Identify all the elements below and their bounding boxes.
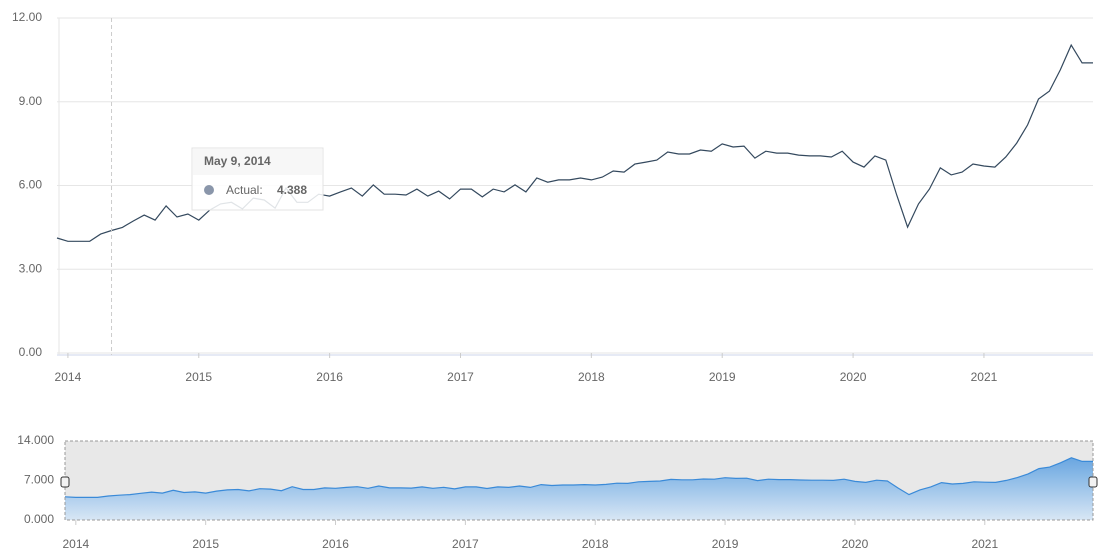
- x-tick-label: 2015: [192, 537, 219, 551]
- x-tick-label: 2019: [709, 370, 736, 384]
- x-tick-label: 2018: [582, 537, 609, 551]
- x-tick-label: 2018: [578, 370, 605, 384]
- x-tick-label: 2016: [322, 537, 349, 551]
- line: [64, 457, 1093, 498]
- x-tick-label: 2015: [185, 370, 212, 384]
- tooltip-date: May 9, 2014: [204, 154, 271, 168]
- tooltip-header: [193, 149, 322, 175]
- x-tick-label: 2020: [840, 370, 867, 384]
- y-tick-label: 0.00: [19, 345, 43, 359]
- y-tick-label: 6.00: [19, 178, 43, 192]
- x-tick-label: 2021: [971, 370, 998, 384]
- x-tick-label: 2014: [62, 537, 89, 551]
- tooltip-marker: [204, 185, 214, 195]
- navigator-handle[interactable]: [1088, 476, 1098, 488]
- y-tick-label: 0.000: [24, 512, 54, 526]
- x-tick-label: 2019: [712, 537, 739, 551]
- y-tick-label: 3.00: [19, 261, 43, 275]
- tooltip: May 9, 2014 Actual: 4.388: [111, 18, 324, 355]
- tooltip-value: 4.388: [277, 183, 307, 197]
- y-tick-label: 12.00: [12, 10, 42, 24]
- navigator: 0.000 7.000 14.000 2014 2015 2016 2017 2018 2019…: [17, 433, 1098, 551]
- area: [65, 457, 1093, 520]
- y-tick-label: 7.000: [24, 473, 54, 487]
- tooltip-label: Actual:: [226, 183, 263, 197]
- x-tick-label: 2017: [452, 537, 479, 551]
- y-tick-label: 9.00: [19, 94, 43, 108]
- main-plot: 0.00 3.00 6.00 9.00 12.00 2014 2015 2016 2017 201…: [12, 10, 1093, 384]
- x-tick-label: 2017: [447, 370, 474, 384]
- x-tick-label: 2020: [842, 537, 869, 551]
- navigator-handle[interactable]: [60, 476, 70, 488]
- y-tick-label: 14.000: [17, 433, 54, 447]
- x-tick-label: 2014: [55, 370, 82, 384]
- x-tick-label: 2021: [971, 537, 998, 551]
- x-tick-label: 2016: [316, 370, 343, 384]
- line: [56, 43, 1093, 242]
